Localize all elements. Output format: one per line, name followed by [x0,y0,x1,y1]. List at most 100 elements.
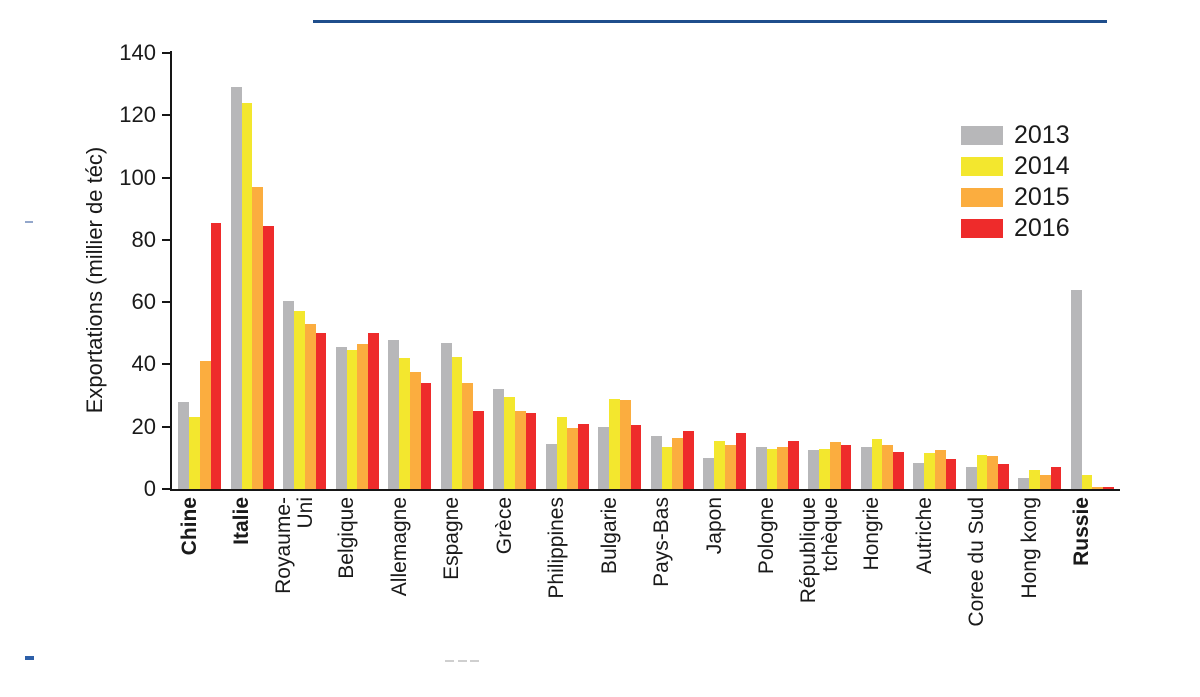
bar-italie-2013 [230,87,242,489]
bar-allemagne-2015 [409,372,421,489]
y-axis-line [170,51,172,491]
bar-chine-2015 [199,361,211,489]
bar-italie-2015 [252,186,264,489]
bar-belgique-2015 [357,344,369,489]
bar-russie-2013 [1070,289,1082,489]
x-axis-label: Hong kong [1017,497,1041,599]
bar-pologne-2013 [755,446,767,489]
x-axis-label: Royaume- Uni [271,497,317,594]
legend-item-2013: 2013 [961,123,1070,148]
stray-mark [445,660,454,662]
bar-république-tchèque-2016 [840,445,852,489]
bar-japon-2013 [703,457,715,489]
bar-chine-2014 [189,417,200,489]
bar-coree-du-sud-2013 [965,467,977,489]
bar-pays-bas-2016 [683,431,694,489]
bar-pologne-2015 [777,446,789,489]
bar-grèce-2013 [493,389,505,489]
bar-russie-2016 [1103,487,1114,489]
x-axis-line [170,489,1120,491]
y-axis-tick [162,238,170,241]
bar-espagne-2016 [473,411,484,489]
bar-allemagne-2014 [399,358,410,489]
y-axis-tick-label: 100 [119,164,156,190]
x-axis-label: Japon [702,497,726,555]
bar-pays-bas-2013 [650,436,662,489]
bar-philippines-2013 [545,443,557,489]
x-axis-label: Italie [230,497,253,545]
bar-espagne-2013 [440,342,452,489]
bar-royaume--uni-2014 [294,311,305,489]
y-axis-tick-label: 40 [131,351,156,377]
y-axis-tick [162,425,170,428]
bar-bulgarie-2015 [619,400,631,489]
bar-japon-2015 [724,445,736,489]
x-axis-label: République tchèque [796,497,842,604]
bar-pays-bas-2015 [672,437,684,489]
legend-item-2015: 2015 [961,185,1070,210]
y-axis-tick [162,52,170,54]
bar-chine-2013 [178,401,190,489]
legend-item-2014: 2014 [961,152,1070,180]
bar-république-tchèque-2015 [829,442,841,489]
bar-chine-2016 [210,222,222,489]
bar-royaume--uni-2015 [304,323,316,489]
bar-bulgarie-2013 [598,426,610,489]
top-divider-line [313,20,1107,23]
stray-mark [470,660,479,662]
bar-hongrie-2013 [860,446,872,489]
bar-coree-du-sud-2015 [987,456,999,489]
x-axis-label: Autriche [912,497,936,575]
bar-république-tchèque-2014 [819,448,830,489]
bar-royaume--uni-2013 [283,300,295,489]
x-axis-label: Grèce [492,497,516,555]
bar-philippines-2016 [578,423,589,489]
y-axis-tick [162,488,170,490]
bar-philippines-2014 [556,417,568,489]
y-axis-tick-label: 0 [143,476,156,501]
bar-allemagne-2013 [388,339,400,489]
stray-mark [458,660,467,662]
bar-belgique-2013 [335,347,347,489]
x-axis-label: Espagne [440,497,463,580]
y-axis-tick [162,363,170,366]
stray-mark [25,656,34,660]
y-axis-tick [162,114,170,117]
y-axis-tick [162,176,170,179]
x-axis-label: Coree du Sud [965,497,988,627]
bar-république-tchèque-2013 [808,450,820,489]
bar-italie-2014 [241,102,253,489]
y-axis-tick [162,301,170,304]
bar-coree-du-sud-2016 [998,464,1009,489]
bar-autriche-2016 [945,459,957,489]
bar-espagne-2014 [451,356,463,489]
x-axis-label: Allemagne [387,497,411,597]
y-axis-tick-label: 120 [119,102,156,128]
y-axis-tick-label: 140 [119,40,156,65]
bar-russie-2015 [1092,487,1104,489]
plot-area: 0 20 40 60 80 100 120 140 Chine Italie Royaume- Un… [119,42,1120,627]
legend-item-2016: 2016 [961,214,1070,242]
x-axis-label: Philippines [545,497,568,599]
bar-grèce-2014 [504,397,515,489]
bar-hong-kong-2014 [1029,470,1040,489]
x-axis-label: Hongrie [860,497,883,571]
bar-pays-bas-2014 [661,446,673,489]
x-axis-label: Pologne [755,497,778,575]
bar-autriche-2014 [924,453,935,489]
bar-pologne-2016 [788,440,799,489]
bar-japon-2016 [735,432,747,489]
legend: 2013 2014 2015 2016 [961,123,1070,242]
bar-hong-kong-2015 [1039,474,1051,489]
bar-belgique-2014 [346,350,358,489]
x-axis-label: Pays-Bas [650,497,673,587]
bar-pologne-2014 [766,448,778,489]
bar-allemagne-2016 [420,383,432,489]
legend-swatch-2015 [961,188,1003,207]
x-axis-label: Russie [1070,497,1093,566]
legend-swatch-2014 [961,157,1003,176]
bar-italie-2016 [263,225,274,489]
stray-mark [25,221,33,223]
legend-label-2016: 2016 [1014,214,1070,242]
legend-label-2014: 2014 [1014,152,1070,180]
